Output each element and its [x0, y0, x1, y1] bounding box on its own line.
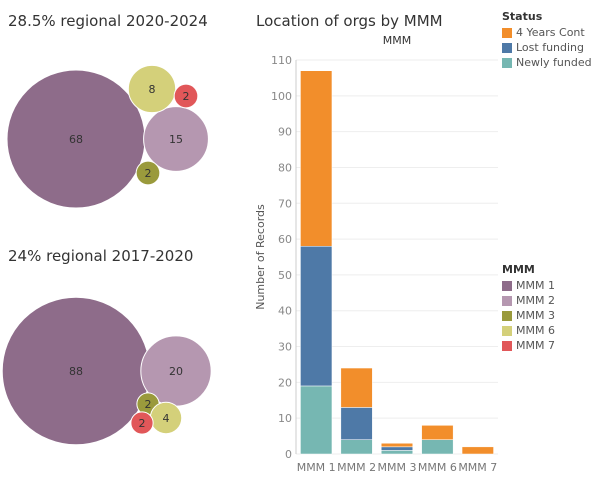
legend-item-lost-funding[interactable]: Lost funding — [502, 40, 592, 55]
bubble-label-mmm-1: 68 — [69, 133, 83, 146]
y-tick-label-100: 100 — [271, 90, 292, 103]
legend-swatch — [502, 57, 512, 68]
legend-label: Newly funded — [516, 56, 592, 69]
bubble-mmm-7 — [130, 411, 154, 435]
column-header: MMM — [383, 34, 411, 47]
legend-item-mmm-6[interactable]: MMM 6 — [502, 323, 555, 338]
legend-item-mmm-3[interactable]: MMM 3 — [502, 308, 555, 323]
bar-mmm-6-newly-funded — [421, 439, 454, 455]
y-tick-label-70: 70 — [278, 197, 292, 210]
legend-item-mmm-2[interactable]: MMM 2 — [502, 293, 555, 308]
legend-label: MMM 1 — [516, 279, 555, 292]
y-tick-label-20: 20 — [278, 376, 292, 389]
legend-swatch — [502, 295, 512, 306]
bar-mmm-3-lost-funding — [380, 446, 414, 451]
bubble-mmm-2 — [143, 106, 209, 172]
legend-swatch — [502, 340, 512, 351]
bar-mmm-1-newly-funded — [300, 385, 333, 455]
legend-label: MMM 3 — [516, 309, 555, 322]
bubble-label-mmm-2: 15 — [169, 133, 183, 146]
legend-label: 4 Years Cont — [516, 26, 585, 39]
x-tick-label-mmm-2: MMM 2 — [337, 461, 376, 474]
bar-mmm-6-4-years-cont — [421, 425, 454, 440]
bar-mmm-1-4-years-cont — [300, 70, 333, 247]
legend-swatch — [502, 42, 512, 53]
legend-item-mmm-1[interactable]: MMM 1 — [502, 278, 555, 293]
bubble-label-mmm-2: 20 — [169, 365, 183, 378]
bubble-chart-title-2020-2024: 28.5% regional 2020-2024 — [8, 12, 208, 30]
y-axis-label: Number of Records — [254, 204, 267, 310]
bar-mmm-3-4-years-cont — [380, 443, 414, 448]
y-tick-label-10: 10 — [278, 412, 292, 425]
y-tick-label-30: 30 — [278, 341, 292, 354]
bubble-mmm-7 — [173, 83, 199, 109]
stacked-bar-chart: MMM 0 10 20 30 40 50 60 70 80 90 100 110 Number of Re… — [254, 34, 498, 474]
bubble-label-mmm-6: 8 — [149, 83, 156, 96]
bubble-label-mmm-7: 2 — [139, 417, 146, 430]
x-tick-label-mmm-6: MMM 6 — [418, 461, 457, 474]
y-tick-label-0: 0 — [285, 448, 292, 461]
bar-mmm-2-lost-funding — [340, 407, 373, 440]
legend-swatch — [502, 27, 512, 38]
y-tick-label-60: 60 — [278, 233, 292, 246]
legend-label: MMM 2 — [516, 294, 555, 307]
bubble-label-mmm-6: 4 — [163, 412, 170, 425]
bar-mmm-2-newly-funded — [340, 439, 373, 455]
legend-item-4-years-cont[interactable]: 4 Years Cont — [502, 25, 592, 40]
bubble-label-mmm-7: 2 — [183, 90, 190, 103]
y-tick-label-110: 110 — [271, 54, 292, 67]
bubble-chart-title-2017-2020: 24% regional 2017-2020 — [8, 247, 194, 265]
x-tick-label-mmm-3: MMM 3 — [378, 461, 417, 474]
mmm-legend: MMM MMM 1 MMM 2 MMM 3 MMM 6 MMM 7 — [502, 263, 555, 353]
legend-swatch — [502, 325, 512, 336]
status-legend: Status 4 Years Cont Lost funding Newly f… — [502, 10, 592, 70]
bubble-group-2020-2024: 68 15 8 2 2 — [6, 64, 209, 209]
legend-label: MMM 6 — [516, 324, 555, 337]
bar-mmm-2-4-years-cont — [340, 367, 373, 408]
bubble-label-mmm-3: 2 — [145, 398, 152, 411]
legend-item-mmm-7[interactable]: MMM 7 — [502, 338, 555, 353]
bubble-mmm-3 — [135, 160, 161, 186]
bar-mmm-1-lost-funding — [300, 246, 333, 387]
x-tick-label-mmm-7: MMM 7 — [458, 461, 497, 474]
bar-chart-title: Location of orgs by MMM — [256, 12, 443, 30]
legend-swatch — [502, 280, 512, 291]
bar-mmm-3-newly-funded — [380, 450, 414, 455]
y-tick-label-90: 90 — [278, 126, 292, 139]
legend-item-newly-funded[interactable]: Newly funded — [502, 55, 592, 70]
y-tick-label-50: 50 — [278, 269, 292, 282]
bar-mmm-7-4-years-cont — [461, 446, 494, 455]
status-legend-title: Status — [502, 10, 543, 23]
legend-swatch — [502, 310, 512, 321]
bubble-label-mmm-3: 2 — [145, 167, 152, 180]
mmm-legend-title: MMM — [502, 263, 535, 276]
y-tick-label-40: 40 — [278, 305, 292, 318]
legend-label: Lost funding — [516, 41, 585, 54]
y-tick-label-80: 80 — [278, 161, 292, 174]
x-tick-label-mmm-1: MMM 1 — [297, 461, 336, 474]
legend-label: MMM 7 — [516, 339, 555, 352]
bubble-mmm-6 — [127, 64, 177, 114]
bubble-label-mmm-1: 88 — [69, 365, 83, 378]
